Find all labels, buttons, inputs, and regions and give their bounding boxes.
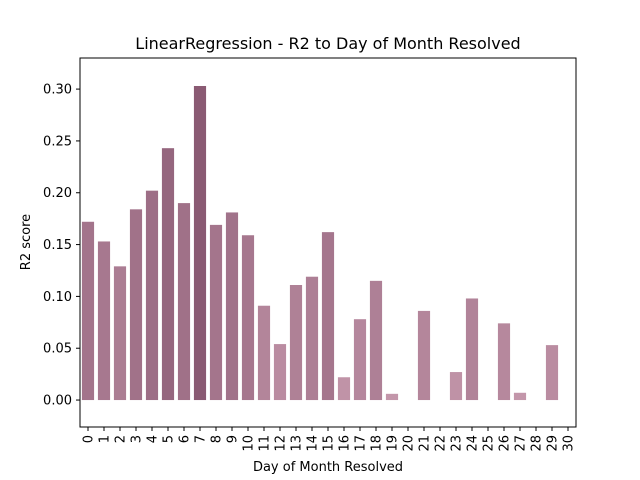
- bar-15: [321, 232, 335, 401]
- bar-14: [305, 276, 319, 401]
- x-tick-label: 23: [450, 435, 465, 452]
- x-tick-label: 11: [258, 435, 273, 452]
- bar-29: [545, 345, 559, 401]
- x-tick-label: 1: [98, 435, 113, 443]
- bar-8: [209, 224, 223, 401]
- y-tick-label: 0.15: [43, 238, 72, 253]
- bar-17: [353, 319, 367, 401]
- bar-4: [145, 190, 159, 401]
- x-tick-label: 4: [146, 435, 161, 443]
- bar-13: [289, 285, 303, 401]
- bar-12: [273, 344, 287, 401]
- bar-2: [113, 266, 127, 401]
- x-tick-label: 18: [370, 435, 385, 452]
- bar-23: [449, 372, 463, 401]
- chart-title: LinearRegression - R2 to Day of Month Re…: [135, 34, 520, 53]
- x-tick-label: 29: [546, 435, 561, 452]
- x-axis: 0 1 2 3 4 5 6 7 8 9 10 11 12 13 14 15 16 17 18 19 20 21 22 23 24…: [82, 427, 577, 452]
- y-tick-label: 0.25: [43, 134, 72, 149]
- bar-11: [257, 305, 271, 401]
- y-axis: 0.00 0.05 0.10 0.15 0.20 0.25 0.30: [43, 83, 80, 409]
- x-axis-title: Day of Month Resolved: [253, 460, 403, 475]
- x-tick-label: 17: [354, 435, 369, 452]
- y-tick-label: 0.10: [43, 290, 72, 305]
- x-tick-label: 15: [322, 435, 337, 452]
- bar-10: [241, 235, 255, 401]
- x-tick-label: 25: [482, 435, 497, 452]
- y-axis-title: R2 score: [19, 214, 34, 270]
- x-tick-label: 28: [530, 435, 545, 452]
- x-tick-label: 27: [514, 435, 529, 452]
- x-tick-label: 7: [194, 435, 209, 443]
- x-tick-label: 14: [306, 435, 321, 452]
- x-tick-label: 16: [338, 435, 353, 452]
- x-tick-label: 2: [114, 435, 129, 443]
- x-tick-label: 10: [242, 435, 257, 452]
- x-tick-label: 24: [466, 435, 481, 452]
- bar-21: [417, 310, 431, 401]
- bar-7: [193, 85, 207, 401]
- bar-26: [497, 323, 511, 401]
- y-tick-label: 0.20: [43, 186, 72, 201]
- bar-6: [177, 203, 191, 401]
- bar-19: [385, 393, 399, 401]
- x-tick-label: 21: [418, 435, 433, 452]
- x-tick-label: 19: [386, 435, 401, 452]
- bar-27: [513, 392, 527, 401]
- y-tick-label: 0.30: [43, 83, 72, 98]
- x-tick-label: 0: [82, 435, 97, 443]
- x-tick-label: 3: [130, 435, 145, 443]
- bar-5: [161, 148, 175, 401]
- bar-1: [97, 241, 111, 401]
- x-tick-label: 13: [290, 435, 305, 452]
- bar-9: [225, 212, 239, 401]
- bar-24: [465, 298, 479, 401]
- x-tick-label: 8: [210, 435, 225, 443]
- bars: [81, 85, 559, 401]
- x-tick-label: 6: [178, 435, 193, 443]
- y-tick-label: 0.05: [43, 342, 72, 357]
- x-tick-label: 5: [162, 435, 177, 443]
- bar-3: [129, 209, 143, 401]
- bar-16: [337, 377, 351, 401]
- x-tick-label: 26: [498, 435, 513, 452]
- x-tick-label: 22: [434, 435, 449, 452]
- x-tick-label: 20: [402, 435, 417, 452]
- x-tick-label: 9: [226, 435, 241, 443]
- bar-0: [81, 221, 95, 401]
- x-tick-label: 30: [562, 435, 577, 452]
- x-tick-label: 12: [274, 435, 289, 452]
- bar-18: [369, 280, 383, 401]
- y-tick-label: 0.00: [43, 394, 72, 409]
